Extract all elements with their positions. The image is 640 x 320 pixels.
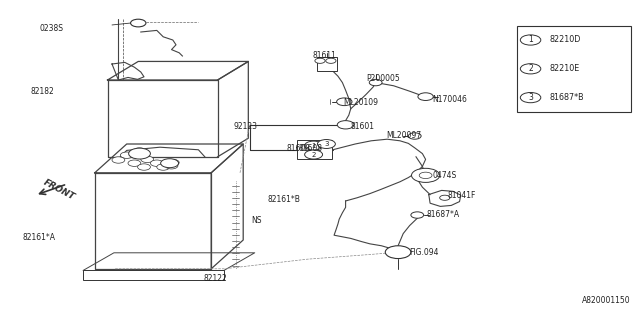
Text: N170046: N170046 (433, 95, 467, 104)
Text: 2: 2 (312, 152, 316, 157)
Text: 1: 1 (311, 143, 316, 148)
Text: 82210E: 82210E (549, 64, 579, 73)
Bar (297, 140, 332, 159)
Text: FIG.094: FIG.094 (410, 248, 439, 257)
Circle shape (161, 159, 179, 168)
Text: NS: NS (251, 216, 261, 225)
Text: 81601: 81601 (351, 122, 375, 131)
Text: 0474S: 0474S (433, 171, 457, 180)
Text: A820001150: A820001150 (582, 296, 630, 305)
Text: 82210D: 82210D (549, 36, 580, 44)
Text: P200005: P200005 (366, 74, 400, 83)
Circle shape (128, 160, 141, 166)
Bar (517, 26, 631, 112)
Circle shape (305, 150, 323, 159)
Circle shape (418, 93, 433, 100)
Circle shape (305, 141, 323, 150)
Text: 1: 1 (528, 36, 533, 44)
Circle shape (317, 140, 335, 148)
Circle shape (166, 159, 179, 166)
Circle shape (315, 58, 325, 63)
Text: 82182: 82182 (31, 87, 54, 96)
Circle shape (412, 168, 440, 182)
Circle shape (440, 195, 450, 200)
Text: 82161*A: 82161*A (22, 233, 56, 242)
Bar (83, 270, 224, 280)
Circle shape (129, 148, 150, 159)
Circle shape (131, 19, 146, 27)
Circle shape (419, 172, 432, 179)
Circle shape (141, 156, 154, 163)
Circle shape (369, 79, 382, 86)
Text: 82161*B: 82161*B (268, 196, 300, 204)
Text: 81687*B: 81687*B (549, 93, 584, 102)
Circle shape (133, 148, 146, 154)
Circle shape (408, 133, 421, 139)
Text: 92123: 92123 (234, 122, 258, 131)
Circle shape (157, 164, 170, 170)
Circle shape (337, 121, 354, 129)
Text: ML20097: ML20097 (387, 131, 422, 140)
Circle shape (120, 152, 133, 158)
Circle shape (112, 157, 125, 163)
Text: 3: 3 (324, 141, 329, 147)
Text: 81041F: 81041F (448, 191, 476, 200)
Circle shape (520, 64, 541, 74)
Text: 3: 3 (528, 93, 533, 102)
Circle shape (385, 246, 411, 259)
Circle shape (150, 160, 163, 166)
Circle shape (411, 212, 424, 218)
Text: ML20109: ML20109 (344, 98, 379, 107)
Text: 81608: 81608 (287, 144, 311, 153)
Circle shape (326, 58, 336, 63)
Circle shape (337, 98, 352, 106)
Text: FRONT: FRONT (42, 177, 76, 202)
Circle shape (520, 35, 541, 45)
Circle shape (520, 92, 541, 103)
Text: 82122: 82122 (204, 274, 227, 283)
Circle shape (165, 163, 178, 169)
Text: 2: 2 (528, 64, 533, 73)
Text: 81687*A: 81687*A (426, 210, 460, 219)
Text: 81608: 81608 (299, 144, 323, 153)
Bar (317, 57, 337, 71)
Text: 81611: 81611 (312, 52, 336, 60)
Circle shape (138, 164, 150, 170)
Text: 0238S: 0238S (40, 24, 64, 33)
